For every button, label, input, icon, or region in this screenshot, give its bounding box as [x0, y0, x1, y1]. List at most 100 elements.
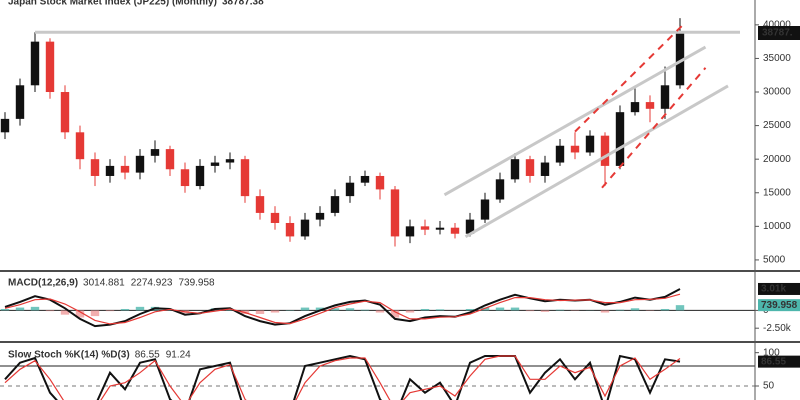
y-tick-label: 35000 — [763, 53, 791, 64]
histogram-bar — [465, 308, 475, 311]
histogram-bar — [0, 308, 10, 311]
candle-body — [30, 41, 40, 86]
candle-body — [45, 41, 55, 93]
histogram-bar — [675, 305, 685, 311]
value-badge — [758, 299, 800, 312]
candle-body — [405, 226, 415, 237]
trend-line — [601, 67, 707, 189]
y-tick-label: 40000 — [763, 19, 791, 30]
candle-body — [270, 212, 280, 223]
panel-value: 91.24 — [166, 350, 191, 361]
candle-body — [225, 159, 235, 163]
candle-body — [630, 102, 640, 113]
value-badge — [758, 282, 800, 295]
candle-body — [480, 199, 490, 220]
candle-body — [120, 165, 130, 173]
candle-body — [645, 102, 655, 109]
histogram-bar — [225, 309, 235, 311]
histogram-bar — [510, 307, 520, 311]
price-badge-label: 38787. — [762, 28, 793, 39]
y-tick-label: 5000 — [763, 255, 786, 266]
histogram-bar — [420, 308, 430, 311]
candle-body — [195, 165, 205, 187]
series-line — [4, 288, 681, 328]
y-tick-label: 30000 — [763, 87, 791, 98]
candle-body — [615, 112, 625, 166]
histogram-bar — [15, 307, 25, 311]
histogram-bar — [300, 307, 310, 311]
histogram-bar — [630, 308, 640, 311]
histogram-bar — [360, 309, 370, 311]
candle-body — [285, 222, 295, 237]
value-badge-label: 3.01k — [761, 284, 786, 295]
trend-line — [443, 45, 707, 197]
panel — [0, 288, 755, 328]
histogram-bar — [255, 310, 265, 314]
candle-body — [60, 92, 70, 133]
panel — [0, 18, 740, 247]
value-badge-label: 86.55 — [761, 356, 786, 367]
histogram-bar — [495, 307, 505, 311]
histogram-bar — [600, 310, 610, 313]
candle-body — [255, 196, 265, 213]
candle-body — [330, 196, 340, 213]
histogram-bar — [45, 310, 55, 312]
histogram-bar — [120, 308, 130, 311]
candle-body — [15, 85, 25, 119]
value-badge — [758, 355, 800, 368]
panel-title: Slow Stoch %K(14) %D(3) — [8, 350, 130, 361]
candle-body — [135, 155, 145, 173]
candle-body — [675, 32, 685, 86]
histogram-bar — [90, 310, 100, 317]
candle-body — [570, 145, 580, 153]
candle-body — [300, 219, 310, 237]
candle-body — [600, 135, 610, 166]
candle-body — [150, 149, 160, 156]
histogram-bar — [540, 310, 550, 312]
histogram-bar — [405, 310, 415, 313]
histogram-bar — [555, 309, 565, 311]
y-tick-label: 100 — [763, 347, 780, 358]
histogram-bar — [435, 309, 445, 311]
trend-line — [574, 24, 684, 133]
candle-body — [495, 179, 505, 200]
candle-body — [180, 169, 190, 187]
candle-body — [450, 227, 460, 234]
candle-body — [510, 159, 520, 180]
histogram-bar — [135, 306, 145, 311]
candle-body — [540, 162, 550, 176]
panel — [0, 354, 755, 400]
candle-body — [465, 219, 475, 234]
histogram-bar — [30, 306, 40, 311]
candle-body — [360, 175, 370, 183]
value-badge-label: 739.958 — [761, 300, 798, 311]
chart-title: Japan Stock Market Index (JP225) (Monthl… — [8, 0, 217, 8]
trend-line — [464, 84, 729, 239]
histogram-bar — [105, 310, 115, 312]
candle-body — [420, 226, 430, 230]
y-tick-label: 50 — [763, 381, 775, 392]
histogram-bar — [345, 308, 355, 311]
panel-value: 2274.923 — [131, 278, 173, 289]
panel-value: 3014.881 — [83, 278, 125, 289]
series-line — [4, 354, 681, 400]
candle-body — [345, 182, 355, 197]
histogram-bar — [315, 307, 325, 311]
candle-body — [525, 159, 535, 176]
series-line — [4, 355, 681, 400]
candle-body — [390, 189, 400, 237]
series-line — [4, 293, 681, 325]
candle-body — [240, 159, 250, 197]
candle-body — [210, 162, 220, 166]
histogram-bar — [330, 308, 340, 311]
price-badge — [758, 25, 800, 40]
y-tick-label: -2.50k — [763, 323, 792, 334]
histogram-bar — [390, 310, 400, 318]
candle-body — [90, 159, 100, 176]
y-tick-label: 10000 — [763, 221, 791, 232]
y-tick-label: 25000 — [763, 120, 791, 131]
histogram-bar — [375, 310, 385, 313]
histogram-bar — [75, 310, 85, 318]
